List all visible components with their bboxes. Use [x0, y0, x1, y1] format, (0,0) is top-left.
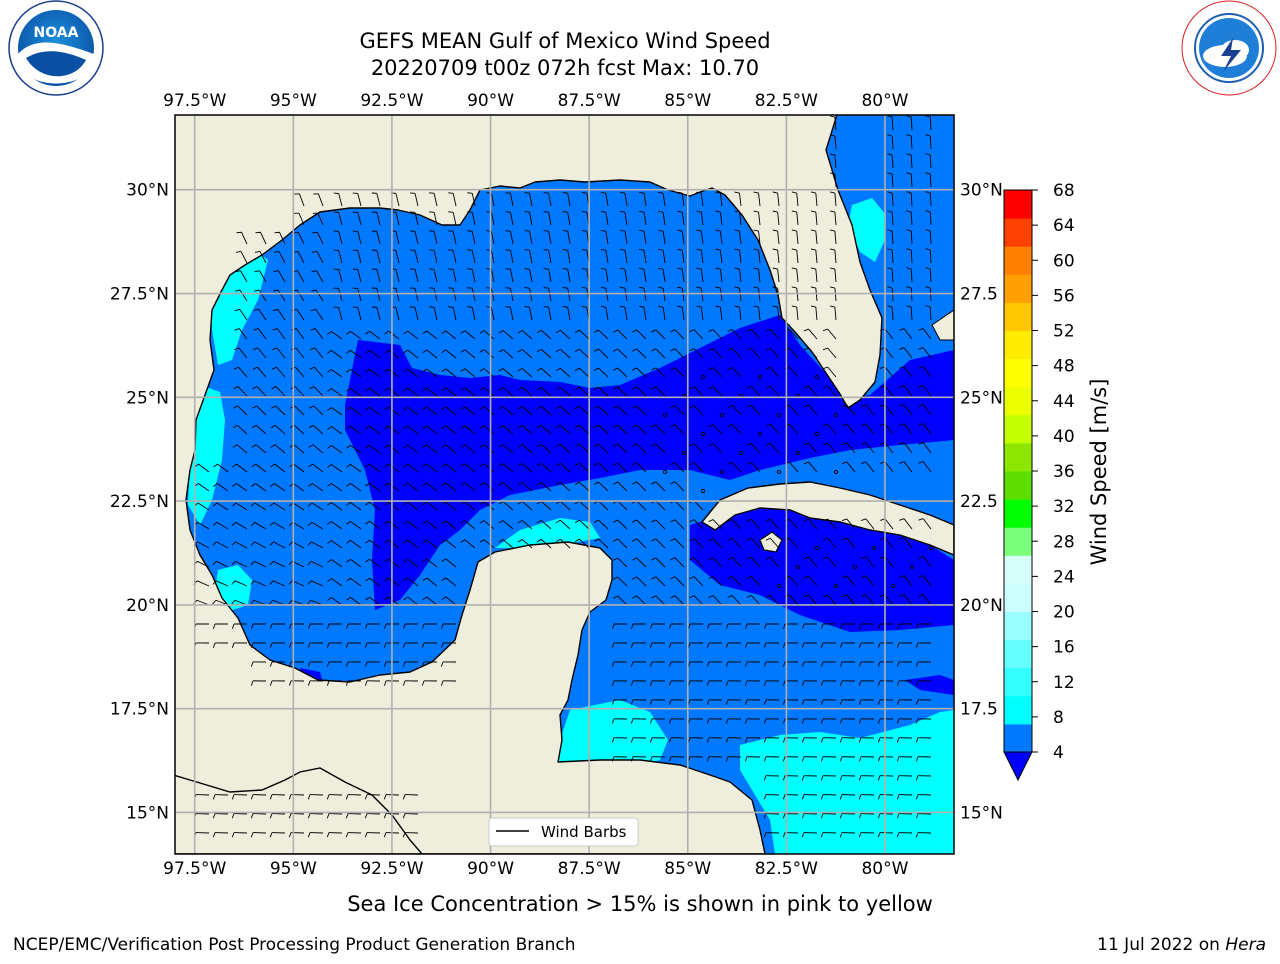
lon-tick-top-4: 87.5°W — [558, 91, 621, 111]
colorbar-segment-9 — [1004, 471, 1032, 500]
colorbar-tick-60: 60 — [1053, 251, 1075, 271]
colorbar-segment-2 — [1004, 668, 1032, 697]
lon-tick-top-5: 85°W — [664, 91, 711, 111]
colorbar-segment-12 — [1004, 387, 1032, 416]
noaa-logo: noaa-logo NOAA — [9, 1, 103, 95]
colorbar-tick-4: 4 — [1053, 743, 1064, 763]
colorbar-segment-5 — [1004, 583, 1032, 612]
footer-date-text: 11 Jul 2022 on — [1097, 935, 1225, 955]
lon-tick-bottom-7: 80°W — [861, 859, 908, 879]
colorbar-tick-48: 48 — [1053, 357, 1075, 377]
colorbar-tick-28: 28 — [1053, 532, 1075, 552]
colorbar-tick-24: 24 — [1053, 567, 1075, 587]
lon-tick-bottom-3: 90°W — [467, 859, 514, 879]
lat-tick-left-5: 17.5°N — [110, 700, 169, 720]
colorbar-tick-68: 68 — [1053, 181, 1075, 201]
colorbar-segment-17 — [1004, 246, 1032, 275]
lon-tick-top-1: 95°W — [270, 91, 317, 111]
lat-tick-left-3: 22.5°N — [110, 492, 169, 512]
lat-tick-left-1: 27.5°N — [110, 285, 169, 305]
lat-tick-left-6: 15°N — [126, 803, 169, 823]
colorbar-tick-36: 36 — [1053, 462, 1075, 482]
colorbar-segment-14 — [1004, 331, 1032, 360]
colorbar-segment-10 — [1004, 443, 1032, 472]
lon-tick-top-6: 82.5°W — [755, 91, 818, 111]
chart-title: GEFS MEAN Gulf of Mexico Wind Speed — [359, 29, 770, 53]
lat-tick-left-2: 25°N — [126, 388, 169, 408]
colorbar-segment-11 — [1004, 415, 1032, 444]
lat-tick-left-4: 20°N — [126, 596, 169, 616]
colorbar-tick-64: 64 — [1053, 216, 1075, 236]
colorbar-segment-19 — [1004, 190, 1032, 219]
colorbar-tick-44: 44 — [1053, 392, 1075, 412]
colorbar-segment-6 — [1004, 555, 1032, 584]
legend-label: Wind Barbs — [541, 823, 627, 841]
lat-tick-right-1: 27.5 — [960, 285, 998, 305]
lat-tick-right-3: 22.5 — [960, 492, 998, 512]
lat-tick-right-5: 17.5 — [960, 700, 998, 720]
lat-tick-left-0: 30°N — [126, 181, 169, 201]
colorbar-tick-32: 32 — [1053, 497, 1075, 517]
colorbar-tick-20: 20 — [1053, 603, 1075, 623]
colorbar-tick-56: 56 — [1053, 286, 1075, 306]
lon-tick-bottom-2: 92.5°W — [360, 859, 423, 879]
chart-subtitle-forecast: 20220709 t00z 072h fcst Max: 10.70 — [371, 56, 759, 80]
colorbar-segment-4 — [1004, 612, 1032, 641]
colorbar-segment-3 — [1004, 640, 1032, 669]
colorbar-tick-12: 12 — [1053, 673, 1075, 693]
colorbar: 68 64 60 56 52 48 44 40 36 32 28 24 20 16 12 8 4 — [1004, 181, 1075, 780]
colorbar-segment-8 — [1004, 499, 1032, 528]
colorbar-segment-7 — [1004, 527, 1032, 556]
lon-tick-top-0: 97.5°W — [163, 91, 226, 111]
colorbar-under-arrow — [1004, 752, 1032, 780]
lat-tick-right-4: 20°N — [960, 596, 1003, 616]
colorbar-segment-16 — [1004, 274, 1032, 303]
footer-credit: NCEP/EMC/Verification Post Processing Pr… — [13, 935, 576, 955]
colorbar-segment-1 — [1004, 696, 1032, 725]
footer-date: 11 Jul 2022 on Hera — [1097, 935, 1266, 955]
colorbar-tick-52: 52 — [1053, 322, 1075, 342]
national-weather-service-logo — [1182, 1, 1276, 95]
lon-tick-bottom-0: 97.5°W — [163, 859, 226, 879]
colorbar-segment-18 — [1004, 218, 1032, 247]
map-legend: Wind Barbs — [489, 818, 638, 846]
lon-tick-top-2: 92.5°W — [360, 91, 423, 111]
lat-tick-right-2: 25°N — [960, 388, 1003, 408]
lon-tick-bottom-6: 82.5°W — [755, 859, 818, 879]
footer-host: Hera — [1225, 935, 1266, 955]
colorbar-segment-15 — [1004, 302, 1032, 331]
lon-tick-top-7: 80°W — [861, 91, 908, 111]
colorbar-segment-13 — [1004, 359, 1032, 388]
colorbar-tick-8: 8 — [1053, 708, 1064, 728]
svg-text:NOAA: NOAA — [34, 25, 79, 41]
lon-tick-bottom-1: 95°W — [270, 859, 317, 879]
lon-tick-bottom-5: 85°W — [664, 859, 711, 879]
map-area: Wind Barbs — [150, 100, 954, 854]
lat-tick-right-6: 15°N — [960, 803, 1003, 823]
colorbar-tick-40: 40 — [1053, 427, 1075, 447]
sea-ice-note: Sea Ice Concentration > 15% is shown in … — [347, 892, 933, 916]
lat-tick-right-0: 30°N — [960, 181, 1003, 201]
colorbar-segment-0 — [1004, 724, 1032, 753]
lon-tick-top-3: 90°W — [467, 91, 514, 111]
colorbar-label: Wind Speed [m/s] — [1087, 379, 1111, 566]
colorbar-tick-16: 16 — [1053, 638, 1075, 658]
lon-tick-bottom-4: 87.5°W — [558, 859, 621, 879]
